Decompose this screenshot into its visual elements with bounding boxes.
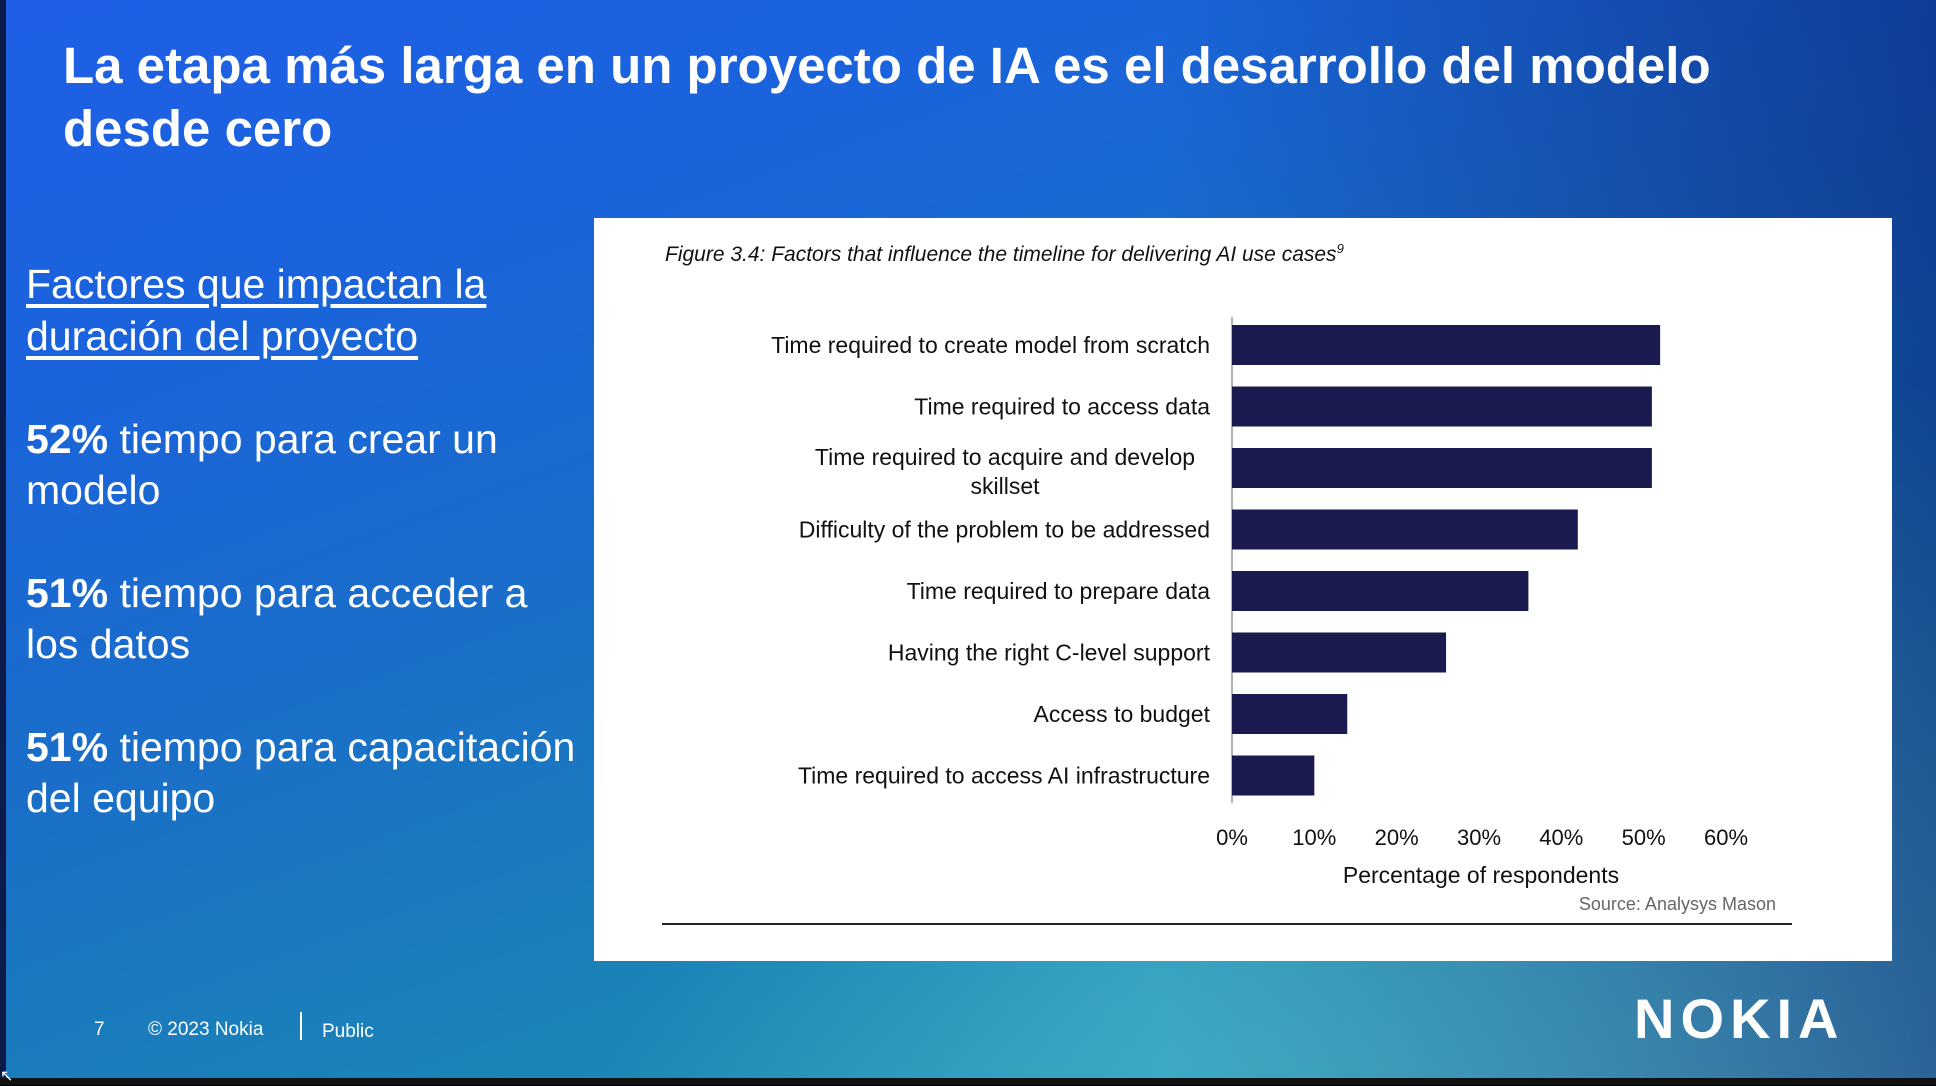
- bar: [1232, 571, 1529, 611]
- stat-team: 51% tiempo para capacitación del equipo: [26, 722, 586, 824]
- x-tick-label: 10%: [1292, 825, 1336, 850]
- bar: [1232, 509, 1578, 550]
- category-label: Having the right C-level support: [888, 640, 1211, 666]
- slide-title: La etapa más larga en un proyecto de IA …: [63, 37, 1711, 157]
- subhead-link[interactable]: Factores que impactan la duración del pr…: [26, 261, 487, 359]
- category-label: Time required to access AI infrastructur…: [798, 763, 1210, 789]
- stat-text: tiempo para crear un modelo: [26, 416, 498, 513]
- bar: [1232, 632, 1447, 673]
- x-tick-label: 20%: [1375, 825, 1419, 850]
- figure-caption: Figure 3.4: Factors that influence the t…: [665, 241, 1344, 267]
- category-label: Access to budget: [1034, 701, 1211, 727]
- x-tick-label: 30%: [1457, 825, 1501, 850]
- window-edge: [0, 0, 6, 1078]
- nokia-logo-text: NOKIA: [1634, 988, 1844, 1048]
- taskbar-strip: [0, 1078, 1936, 1085]
- figure-caption-text: Figure 3.4: Factors that influence the t…: [665, 243, 1337, 266]
- category-label: Difficulty of the problem to be addresse…: [799, 517, 1210, 543]
- category-label: Time required to create model from scrat…: [771, 332, 1210, 358]
- stat-text: tiempo para acceder a los datos: [26, 570, 528, 667]
- bar: [1232, 386, 1652, 427]
- stat-data: 51% tiempo para acceder a los datos: [26, 568, 586, 670]
- x-tick-label: 50%: [1622, 825, 1666, 850]
- bar-chart: Time required to create model from scrat…: [771, 317, 1748, 888]
- left-column: Factores que impactan la duración del pr…: [26, 258, 586, 876]
- page-number: 7: [94, 1019, 105, 1040]
- figure-rule: [662, 923, 1792, 925]
- stat-text: tiempo para capacitación del equipo: [26, 724, 576, 821]
- stat-value: 52%: [26, 416, 109, 462]
- bar: [1232, 448, 1652, 488]
- stat-value: 51%: [26, 570, 109, 616]
- x-tick-label: 60%: [1704, 825, 1748, 850]
- category-label: Time required to acquire and develop skil…: [815, 444, 1195, 499]
- copyright: © 2023 Nokia: [148, 1019, 264, 1040]
- figure-footnote-marker: 9: [1336, 241, 1344, 256]
- x-tick-label: 0%: [1216, 825, 1248, 850]
- nokia-logo: NOKIA: [1634, 988, 1844, 1048]
- stat-value: 51%: [26, 724, 109, 770]
- stat-model: 52% tiempo para crear un modelo: [26, 414, 586, 516]
- cursor-icon: ↖: [0, 1068, 14, 1085]
- chart-source: Source: Analysys Mason: [1578, 894, 1776, 914]
- x-axis-title: Percentage of respondents: [1343, 862, 1619, 888]
- classification-label: Public: [322, 1021, 374, 1042]
- category-label: Time required to access data: [914, 394, 1210, 420]
- bar: [1232, 755, 1315, 796]
- bar: [1232, 325, 1661, 365]
- category-label: Time required to prepare data: [907, 578, 1211, 604]
- bar: [1232, 694, 1348, 734]
- chart-figure: Figure 3.4: Factors that influence the t…: [594, 218, 1892, 961]
- x-tick-label: 40%: [1539, 825, 1583, 850]
- footer-divider: [300, 1012, 302, 1040]
